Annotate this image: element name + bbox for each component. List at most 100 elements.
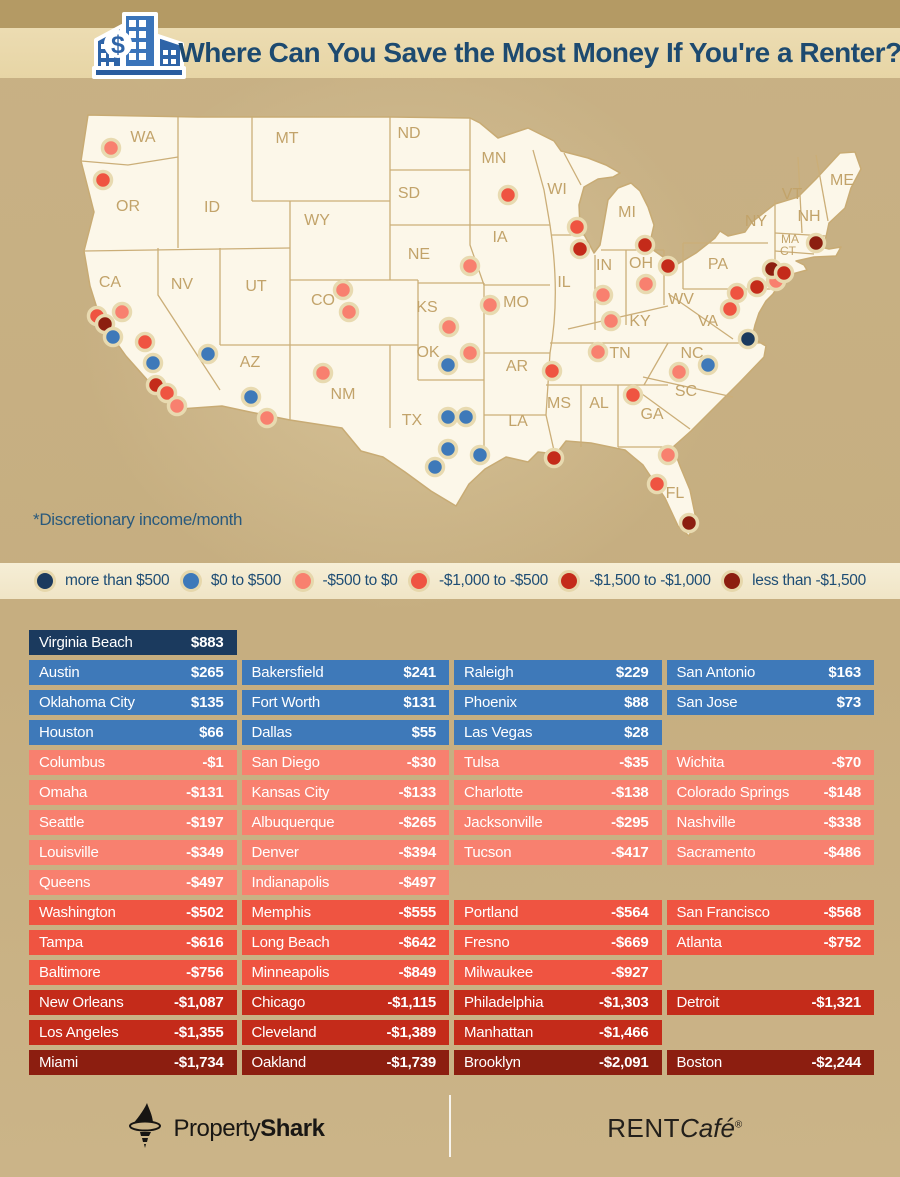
city-dot-baltimore [726, 282, 748, 304]
table-cell-memphis: Memphis -$555 [241, 900, 449, 925]
city-value: $163 [828, 664, 861, 681]
rentcafe-wordmark: RENTCafé® [607, 1113, 743, 1143]
legend-dot-icon [179, 570, 202, 592]
table-cell-denver: Denver -$394 [241, 840, 449, 865]
city-name: Cleveland [251, 1024, 317, 1041]
city-name: Sacramento [676, 844, 756, 861]
state-label-ne: NE [408, 246, 430, 263]
state-label-nm: NM [331, 386, 356, 403]
city-dot-oklahoma-city [437, 354, 459, 376]
legend-dot-icon [34, 570, 56, 592]
state-label-mo: MO [503, 294, 529, 311]
city-dot-jacksonville [657, 444, 679, 466]
table-cell-portland: Portland -$564 [454, 900, 662, 925]
city-name: Austin [39, 664, 80, 681]
table-cell-chicago: Chicago -$1,115 [241, 990, 449, 1015]
state-label-or: OR [116, 198, 140, 215]
city-dot-charlotte [668, 361, 690, 383]
city-name: Detroit [676, 994, 720, 1011]
city-value: -$1,115 [387, 994, 436, 1011]
city-dot-tampa [646, 473, 668, 495]
city-name: Philadelphia [464, 994, 544, 1011]
city-name: Chicago [251, 994, 306, 1011]
table-cell-las-vegas: Las Vegas $28 [454, 720, 662, 745]
state-label-az: AZ [240, 354, 261, 371]
city-value: -$349 [186, 844, 224, 861]
table-cell-san-diego: San Diego -$30 [241, 750, 449, 775]
legend-dot-icon [291, 570, 314, 592]
shark-icon [126, 1102, 166, 1155]
rentcafe-logo: RENTCafé® [450, 1080, 900, 1177]
city-value: -$131 [186, 784, 224, 801]
state-label-fl: FL [666, 485, 685, 502]
city-name: Columbus [39, 754, 105, 771]
city-name: Raleigh [464, 664, 514, 681]
city-name: Tulsa [464, 754, 500, 771]
city-value: -$1 [202, 754, 224, 771]
table-cell-brooklyn: Brooklyn -$2,091 [454, 1050, 662, 1075]
table-cell-seattle: Seattle -$197 [29, 810, 237, 835]
city-value: -$642 [398, 934, 437, 951]
city-value: -$752 [823, 934, 862, 951]
state-label-oh: OH [629, 255, 653, 272]
table-cell-empty [667, 870, 875, 895]
table-cell-detroit: Detroit -$1,321 [666, 990, 874, 1015]
city-value: -$1,321 [811, 994, 862, 1011]
city-dot-memphis [541, 360, 563, 382]
legend-dot-icon [721, 570, 744, 592]
city-name: Long Beach [251, 934, 330, 951]
city-name: Brooklyn [464, 1054, 521, 1071]
table-cell-empty [667, 960, 875, 985]
state-label-ar: AR [506, 358, 528, 375]
state-label-ok: OK [416, 344, 439, 361]
table-cell-empty [667, 1020, 875, 1045]
state-label-nd: ND [397, 125, 420, 142]
table-cell-empty [242, 630, 450, 655]
city-name: Boston [676, 1054, 723, 1071]
table-cell-miami: Miami -$1,734 [29, 1050, 237, 1075]
city-name: San Jose [676, 694, 738, 711]
table-cell-nashville: Nashville -$338 [666, 810, 874, 835]
legend-label: less than -$1,500 [752, 572, 866, 589]
table-cell-omaha: Omaha -$131 [29, 780, 237, 805]
city-savings-table: Virginia Beach $883 Austin $265 Bakersfield $… [29, 630, 874, 1075]
city-name: Wichita [676, 754, 725, 771]
table-cell-columbus: Columbus -$1 [29, 750, 237, 775]
legend-item: -$500 to $0 [291, 570, 398, 592]
city-value: -$568 [823, 904, 862, 921]
legend-item: $0 to $500 [179, 570, 281, 592]
city-value: $265 [190, 664, 224, 681]
table-cell-minneapolis: Minneapolis -$849 [241, 960, 449, 985]
city-value: -$148 [823, 784, 862, 801]
state-label-al: AL [589, 395, 609, 412]
city-name: Bakersfield [251, 664, 324, 681]
state-label-mt: MT [275, 130, 298, 147]
table-cell-phoenix: Phoenix $88 [454, 690, 662, 715]
city-dot-portland [92, 169, 114, 191]
table-cell-empty [667, 720, 875, 745]
city-dot-denver [332, 279, 354, 301]
city-dot-tulsa [459, 342, 481, 364]
city-value: -$927 [611, 964, 649, 981]
table-cell-oakland: Oakland -$1,739 [241, 1050, 449, 1075]
city-dot-detroit [634, 234, 656, 256]
table-cell-raleigh: Raleigh $229 [454, 660, 662, 685]
table-cell-manhattan: Manhattan -$1,466 [454, 1020, 662, 1045]
state-label-il: IL [557, 274, 570, 291]
city-value: -$30 [406, 754, 436, 771]
building-dollar-icon: $ [88, 6, 190, 85]
table-cell-san-antonio: San Antonio $163 [666, 660, 874, 685]
table-cell-empty [454, 630, 662, 655]
table-cell-albuquerque: Albuquerque -$265 [241, 810, 449, 835]
city-dot-columbus [635, 273, 657, 295]
city-name: San Antonio [676, 664, 756, 681]
city-dot-boston [805, 232, 827, 254]
table-cell-louisville: Louisville -$349 [29, 840, 237, 865]
table-cell-charlotte: Charlotte -$138 [454, 780, 662, 805]
city-value: -$1,303 [599, 994, 649, 1011]
table-cell-new-orleans: New Orleans -$1,087 [29, 990, 237, 1015]
state-label-nc: NC [680, 345, 703, 362]
city-name: Tucson [464, 844, 512, 861]
city-value: $28 [624, 724, 649, 741]
city-dot-houston [469, 444, 491, 466]
